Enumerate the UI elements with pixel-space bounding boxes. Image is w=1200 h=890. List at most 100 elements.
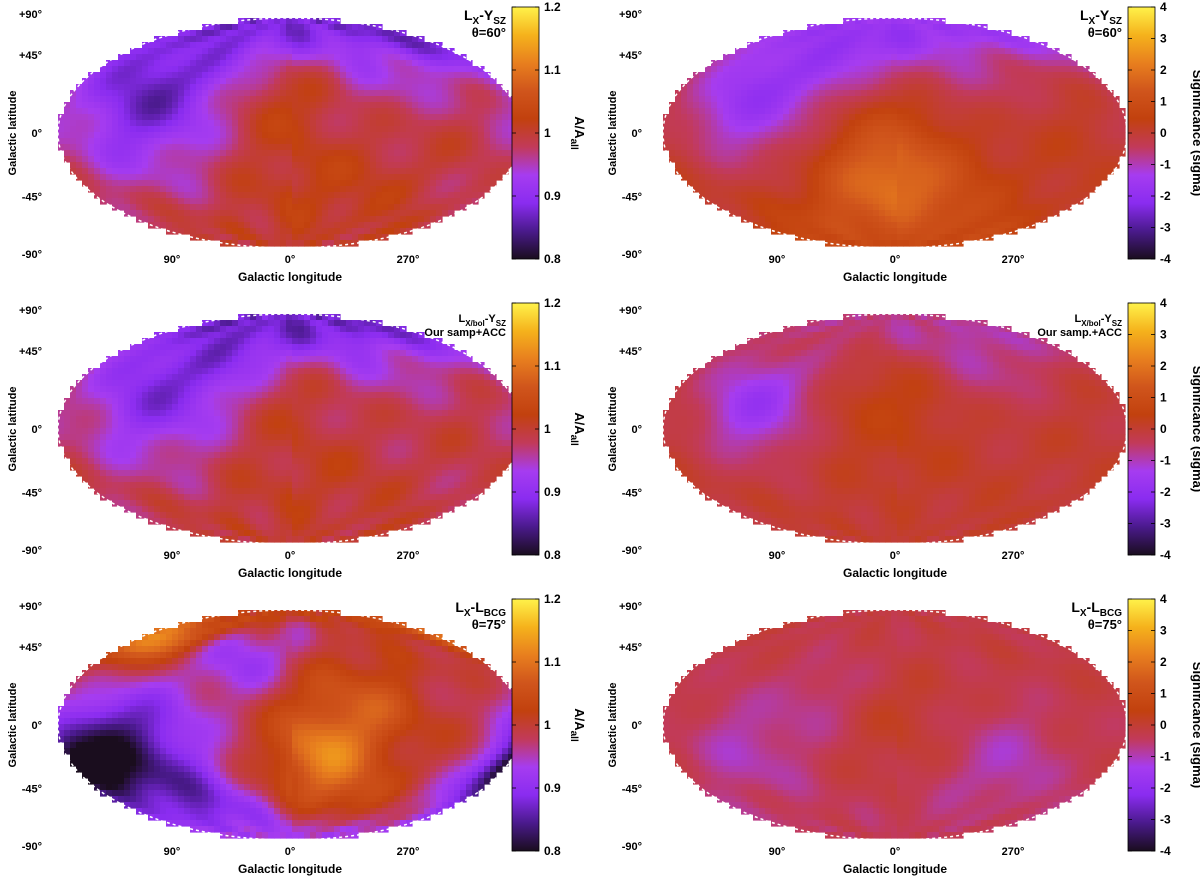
sky-map-cell: [843, 204, 850, 211]
sky-map-cell: [100, 120, 107, 127]
sky-map-cell: [849, 198, 856, 205]
sky-map-cell: [1113, 138, 1120, 145]
sky-map-cell: [238, 332, 245, 339]
sky-map-cell: [178, 192, 185, 199]
sky-map-cell: [370, 48, 377, 55]
sky-map-cell: [388, 344, 395, 351]
sky-map-cell: [735, 126, 742, 133]
sky-map-cell: [346, 126, 353, 133]
sky-map-cell: [304, 150, 311, 157]
sky-map-cell: [783, 192, 790, 199]
sky-map-cell: [358, 180, 365, 187]
sky-map-cell: [208, 186, 215, 193]
sky-map-cell: [951, 60, 958, 67]
sky-map-cell: [1071, 78, 1078, 85]
sky-map-cell: [927, 96, 934, 103]
sky-map-cell: [232, 114, 239, 121]
sky-map-cell: [352, 48, 359, 55]
sky-map-cell: [334, 114, 341, 121]
sky-map-cell: [849, 24, 856, 31]
sky-map-cell: [825, 222, 832, 229]
sky-map-cell: [987, 30, 994, 37]
sky-map-cell: [394, 156, 401, 163]
sky-map-cell: [837, 114, 844, 121]
sky-map-cell: [106, 126, 113, 133]
sky-map-cell: [1077, 138, 1084, 145]
sky-map-cell: [933, 216, 940, 223]
colorbar-tick-label: -4: [1160, 252, 1171, 266]
sky-map-cell: [939, 228, 946, 235]
map-outline: [662, 17, 1128, 249]
sky-map-cell: [304, 228, 311, 235]
sky-map-cell: [454, 96, 461, 103]
sky-map-cell: [364, 192, 371, 199]
sky-map-cell: [466, 114, 473, 121]
sky-map-cell: [478, 186, 485, 193]
sky-map-cell: [244, 24, 251, 31]
sky-map-cell: [711, 102, 718, 109]
sky-map-cell: [250, 144, 257, 151]
sky-map-cell: [220, 66, 227, 73]
sky-map-cell: [1011, 54, 1018, 61]
sky-map-cell: [460, 192, 467, 199]
sky-map-cell: [184, 192, 191, 199]
sky-map-cell: [160, 162, 167, 169]
sky-map-cell: [388, 138, 395, 145]
sky-map-cell: [202, 156, 209, 163]
sky-map-cell: [178, 54, 185, 61]
sky-map-cell: [735, 150, 742, 157]
sky-map-cell: [268, 48, 275, 55]
sky-map-cell: [394, 72, 401, 79]
sky-map-cell: [837, 108, 844, 115]
sky-map-cell: [274, 66, 281, 73]
sky-map-cell: [1041, 180, 1048, 187]
sky-map-cell: [208, 138, 215, 145]
sky-map-cell: [334, 338, 341, 345]
sky-map-cell: [891, 204, 898, 211]
sky-map-cell: [412, 138, 419, 145]
sky-map-cell: [1059, 102, 1066, 109]
sky-map-cell: [340, 60, 347, 67]
sky-map-cell: [334, 78, 341, 85]
sky-map-cell: [813, 126, 820, 133]
sky-map-cell: [286, 240, 293, 247]
sky-map-cell: [196, 332, 203, 339]
sky-map-cell: [166, 210, 173, 217]
sky-map-cell: [885, 150, 892, 157]
sky-map-cell: [1095, 156, 1102, 163]
sky-map-cell: [418, 344, 425, 351]
sky-map-cell: [280, 30, 287, 37]
sky-map-cell: [442, 186, 449, 193]
sky-map-cell: [388, 228, 395, 235]
sky-map-cell: [1029, 204, 1036, 211]
sky-map-cell: [352, 174, 359, 181]
sky-map-cell: [759, 126, 766, 133]
sky-map-cell: [1095, 132, 1102, 139]
sky-map-cell: [244, 96, 251, 103]
sky-map-cell: [999, 174, 1006, 181]
sky-map-cell: [406, 162, 413, 169]
sky-map-cell: [172, 144, 179, 151]
sky-map-cell: [394, 48, 401, 55]
sky-map-cell: [903, 114, 910, 121]
sky-map-cell: [88, 150, 95, 157]
sky-map-cell: [1035, 210, 1042, 217]
sky-map-cell: [124, 132, 131, 139]
sky-map-cell: [1029, 168, 1036, 175]
sky-map-cell: [939, 48, 946, 55]
sky-map-cell: [292, 222, 299, 229]
sky-map-cell: [334, 156, 341, 163]
sky-map-cell: [280, 150, 287, 157]
sky-map-cell: [214, 174, 221, 181]
sky-map-cell: [334, 126, 341, 133]
sky-map-cell: [1041, 54, 1048, 61]
sky-map-cell: [765, 186, 772, 193]
sky-map-cell: [238, 186, 245, 193]
sky-map-cell: [376, 126, 383, 133]
sky-map-cell: [460, 60, 467, 67]
sky-map-cell: [807, 102, 814, 109]
sky-map-cell: [975, 78, 982, 85]
sky-map-cell: [172, 138, 179, 145]
sky-map-cell: [118, 114, 125, 121]
